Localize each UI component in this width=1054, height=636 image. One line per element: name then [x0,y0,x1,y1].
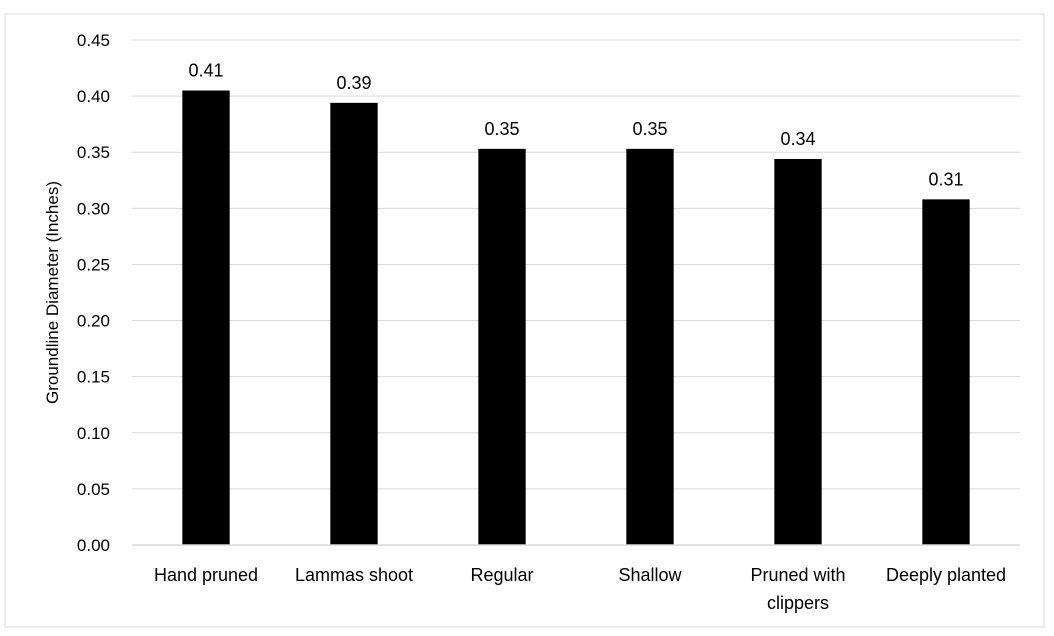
y-tick-label: 0.00 [77,536,110,555]
y-tick-label: 0.25 [77,255,110,274]
y-axis-title: Groundline Diameter (Inches) [43,181,62,404]
x-category-label: Pruned with clippers [750,565,845,613]
y-tick-label: 0.10 [77,424,110,443]
data-label: 0.35 [632,119,667,139]
bar [330,102,378,545]
y-axis-ticks: 0.00 0.05 0.10 0.15 0.20 0.25 0.30 0.35 0.40 0.45 [77,31,110,555]
x-axis-categories: Hand pruned Lammas shoot Regular Shallow Pru… [154,565,1006,613]
data-label: 0.35 [484,119,519,139]
bar [922,199,970,545]
x-category-label: Hand pruned [154,565,258,585]
data-label: 0.41 [188,61,223,81]
y-tick-label: 0.15 [77,368,110,387]
y-tick-label: 0.45 [77,31,110,50]
y-tick-label: 0.30 [77,199,110,218]
bar [774,158,822,545]
data-labels: 0.41 0.39 0.35 0.35 0.34 0.31 [188,61,963,190]
x-category-label: Lammas shoot [295,565,413,585]
data-label: 0.31 [928,169,963,189]
y-tick-label: 0.20 [77,312,110,331]
x-category-label: Deeply planted [886,565,1006,585]
x-category-label: Shallow [618,565,682,585]
y-tick-label: 0.35 [77,143,110,162]
x-category-label: Regular [470,565,533,585]
bar [478,148,526,545]
data-label: 0.39 [336,73,371,93]
gridlines [132,39,1020,490]
data-label: 0.34 [780,129,815,149]
bar [182,90,230,545]
y-tick-label: 0.05 [77,480,110,499]
y-tick-label: 0.40 [77,87,110,106]
bar [626,148,674,545]
bars [182,90,970,545]
